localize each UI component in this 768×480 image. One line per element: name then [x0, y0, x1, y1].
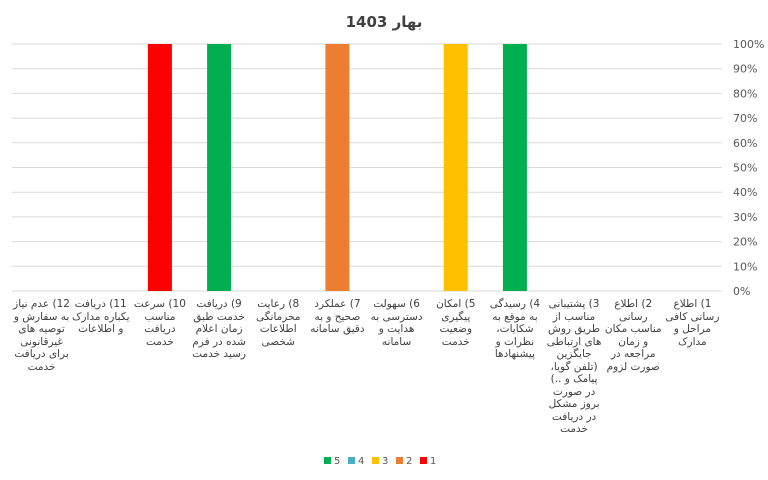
- bar: [325, 44, 350, 291]
- bars: [147, 44, 527, 291]
- y-tick-label: 50%: [733, 162, 757, 175]
- x-tick-label: 6) سهولت دسترسی به هدایت و سامانه: [370, 298, 423, 348]
- legend-swatch: [324, 457, 331, 464]
- y-tick-label: 100%: [733, 38, 764, 51]
- y-tick-label: 20%: [733, 236, 757, 249]
- bar: [147, 44, 172, 291]
- x-tick-label: 10) سرعت مناسب دریافت خدمت: [133, 298, 186, 348]
- x-tick-label: 8) رعایت محرمانگی اطلاعات شخصی: [256, 298, 301, 348]
- x-tick-label: 1) اطلاع رسانی کافی مراحل و مدارک: [665, 298, 720, 348]
- legend-swatch: [396, 457, 403, 464]
- legend-label: 1: [430, 456, 436, 467]
- legend-swatch: [372, 457, 379, 464]
- x-tick-label: 3) پشتیبانی مناسب از طریق روش های ارتباط…: [546, 298, 602, 435]
- x-tick-label: 2) اطلاع رسانی مناسب مکان و زمان مراجعه …: [604, 298, 662, 373]
- legend-swatch: [420, 457, 427, 464]
- x-tick-label: 11) دریافت یکباره مدارک و اطلاعات: [71, 298, 130, 335]
- bar: [443, 44, 468, 291]
- chart-title: بهار 1403: [346, 13, 423, 31]
- legend-label: 2: [406, 456, 412, 467]
- bar: [207, 44, 232, 291]
- x-tick-label: 4) رسیدگی به موقع به شکایات، نظرات و پیش…: [489, 298, 541, 360]
- bar: [502, 44, 527, 291]
- legend-label: 5: [334, 456, 340, 467]
- y-tick-label: 90%: [733, 63, 757, 76]
- legend-label: 4: [358, 456, 364, 467]
- legend-label: 3: [382, 456, 388, 467]
- legend-swatch: [348, 457, 355, 464]
- y-tick-label: 60%: [733, 137, 757, 150]
- y-tick-label: 30%: [733, 211, 757, 224]
- y-tick-label: 0%: [733, 285, 750, 298]
- x-tick-label: 12) عدم نیاز به سفارش و توصیه های غیرقان…: [13, 298, 70, 373]
- x-tick-label: 7) عملکرد صحیح و به دقیق سامانه: [310, 298, 365, 335]
- y-tick-label: 10%: [733, 260, 757, 273]
- grid-lines: [12, 43, 722, 292]
- y-tick-label: 80%: [733, 87, 757, 100]
- y-tick-label: 40%: [733, 186, 757, 199]
- x-tick-label: 9) دریافت خدمت طبق زمان اعلام شده در فرم…: [192, 298, 246, 360]
- y-axis-ticks: 0% 10% 20% 30% 40% 50% 60% 70% 80% 90% 100%: [733, 38, 764, 298]
- y-tick-label: 70%: [733, 112, 757, 125]
- legend: 5 4 3 2 1: [324, 456, 436, 467]
- x-tick-label: 5) امکان پیگیری وضعیت خدمت: [436, 298, 476, 348]
